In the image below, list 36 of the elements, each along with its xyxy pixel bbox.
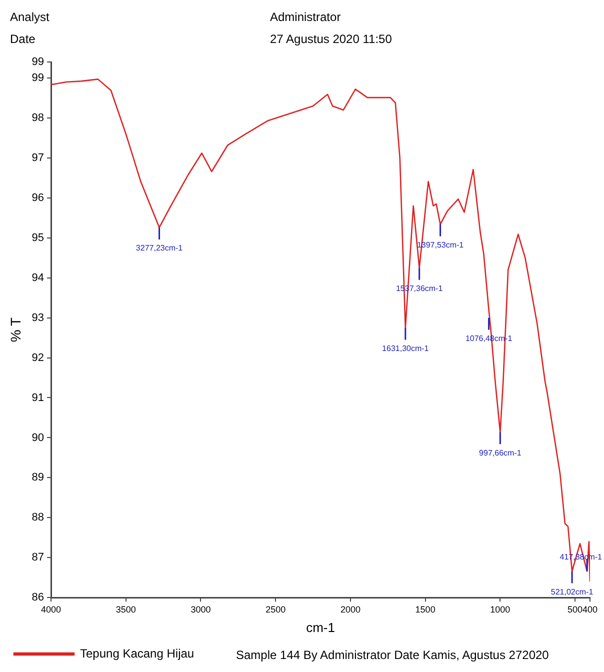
x-tick-label: 1000 [490, 604, 510, 614]
y-tick-label: 99 [32, 72, 44, 84]
y-tick-label: 94 [32, 272, 44, 284]
legend-label: Tepung Kacang Hijau [80, 646, 194, 660]
text: Sample 144 By Administrator Date Kamis, Agustus 272020 [236, 648, 549, 662]
y-tick-label: 92 [32, 352, 44, 364]
x-tick-label: 1500 [415, 604, 436, 614]
x-tick-label: 4000 [41, 604, 62, 614]
y-tick-label: 87 [32, 552, 44, 564]
x-tick-label: 2000 [340, 604, 360, 614]
text: Date [10, 32, 36, 46]
x-axis-title: cm-1 [306, 620, 335, 635]
x-tick-label: 400 [582, 604, 598, 614]
x-tick-label: 500 [568, 604, 583, 614]
y-tick-label: 88 [32, 512, 44, 524]
x-tick-label: 2500 [266, 604, 286, 614]
text: Analyst [10, 10, 50, 24]
x-tick-label: 3500 [116, 604, 136, 614]
text: 27 Agustus 2020 11:50 [270, 32, 392, 46]
y-tick-label: 91 [32, 392, 44, 404]
y-tick-label: 99 [32, 56, 44, 68]
y-tick-label: 95 [32, 232, 44, 244]
y-tick-label: 89 [32, 472, 44, 484]
y-tick-label: 93 [32, 312, 44, 324]
annotation: 521,02cm-1 [550, 587, 594, 596]
text: Administrator [270, 10, 341, 24]
y-tick-label: 90 [32, 432, 44, 444]
y-axis-title: % T [7, 317, 24, 342]
annotation: 1631,30cm-1 [382, 344, 430, 354]
annotation: 3277,23cm-1 [136, 244, 184, 253]
y-tick-label: 98 [32, 112, 44, 124]
y-tick-label: 86 [32, 592, 44, 604]
annotation: 997,66cm-1 [479, 448, 522, 458]
x-tick-label: 3000 [190, 604, 211, 614]
y-tick-label: 96 [32, 192, 44, 204]
y-tick-label: 97 [32, 152, 44, 164]
